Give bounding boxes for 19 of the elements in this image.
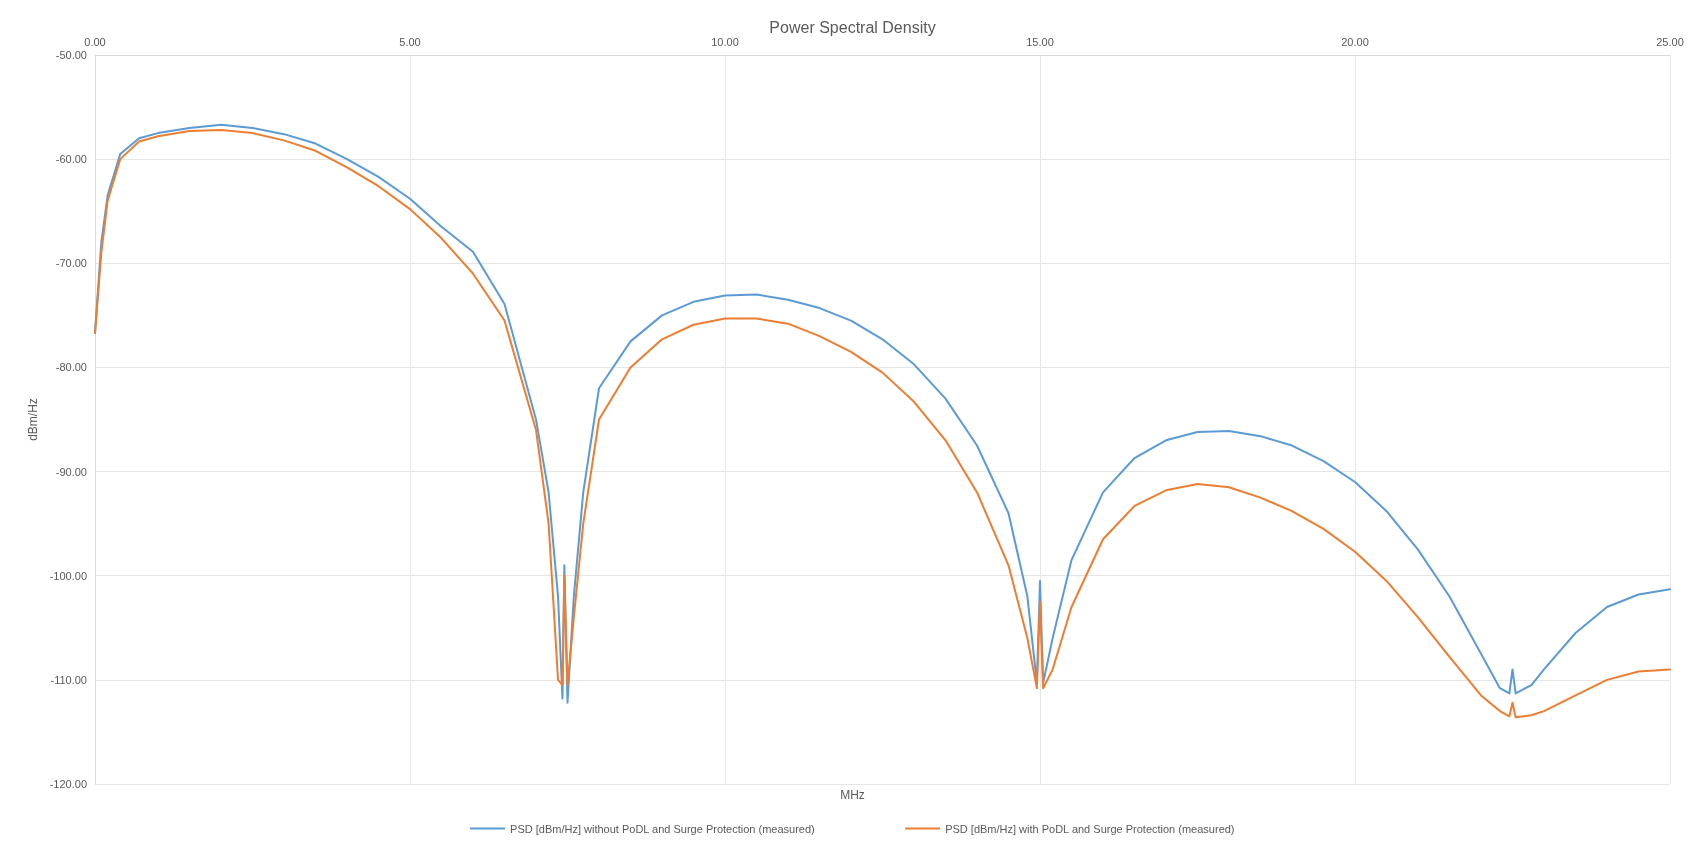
- y-tick-label: -70.00: [55, 257, 87, 270]
- x-tick-label: 15.00: [1026, 35, 1054, 48]
- x-tick-label: 10.00: [711, 35, 739, 48]
- y-tick-label: -90.00: [55, 465, 87, 478]
- legend-label: PSD [dBm/Hz] with PoDL and Surge Protection (measured): [945, 822, 1235, 835]
- y-tick-label: -80.00: [55, 361, 87, 374]
- x-axis-title: MHz: [840, 788, 865, 802]
- y-tick-label: -120.00: [49, 778, 87, 790]
- y-tick-label: -60.00: [55, 153, 87, 166]
- y-tick-label: -50.00: [55, 49, 87, 61]
- x-tick-label: 0.00: [84, 35, 106, 48]
- y-tick-label: -110.00: [50, 673, 87, 686]
- chart-title: Power Spectral Density: [769, 18, 936, 36]
- x-tick-label: 5.00: [399, 35, 421, 48]
- legend-label: PSD [dBm/Hz] without PoDL and Surge Protection (measured): [510, 822, 815, 835]
- x-tick-label: 25.00: [1656, 35, 1684, 48]
- y-tick-label: -100.00: [49, 569, 87, 582]
- x-tick-label: 20.00: [1341, 35, 1369, 48]
- y-axis-title: dBm/Hz: [25, 398, 40, 441]
